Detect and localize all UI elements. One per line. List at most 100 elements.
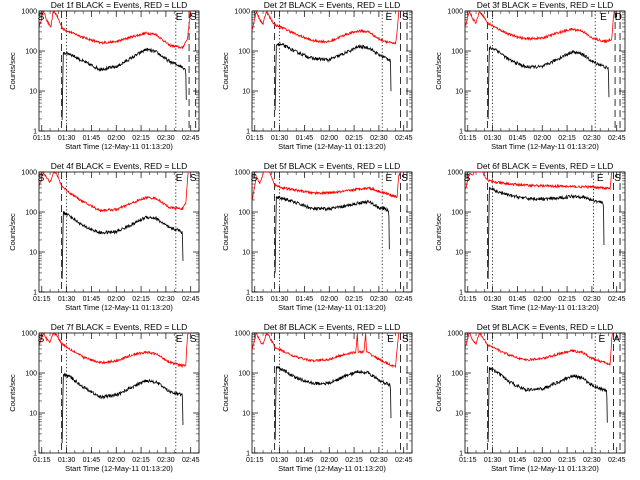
y-tick-label: 1 (459, 129, 463, 136)
panel-title: Det 2f BLACK = Events, RED = LLD (264, 0, 401, 10)
attenuator-state-label: S (614, 173, 621, 184)
plot-frame (464, 10, 626, 132)
attenuator-state-label: S (38, 12, 45, 23)
x-tick-label: 02:15 (132, 135, 150, 142)
y-tick-label: 10 (242, 250, 250, 257)
y-axis-label: Counts/sec (8, 374, 17, 412)
x-tick-label: 02:30 (157, 296, 175, 303)
y-tick-label: 1 (33, 451, 37, 458)
x-tick-label: 02:00 (320, 457, 338, 464)
x-tick-label: 02:00 (533, 296, 551, 303)
x-tick-label: 01:45 (83, 135, 101, 142)
attenuator-state-label: S (464, 173, 471, 184)
y-tick-label: 100 (238, 210, 250, 217)
x-tick-label: 02:15 (345, 296, 363, 303)
x-tick-label: 01:15 (459, 135, 477, 142)
x-tick-label: 01:15 (246, 457, 264, 464)
x-axis-label: Start Time (12-May-11 01:13:20) (491, 142, 599, 151)
events-series-line (61, 372, 184, 444)
attenuator-state-label: E (176, 334, 183, 345)
y-tick-label: 100 (238, 371, 250, 378)
x-tick-label: 01:15 (33, 457, 51, 464)
x-tick-label: 02:45 (182, 135, 200, 142)
y-tick-label: 1000 (447, 9, 463, 16)
lld-series-line (465, 11, 615, 44)
lld-series-line (252, 333, 400, 369)
attenuator-state-label: A (613, 334, 620, 345)
attenuator-state-label: S (402, 334, 409, 345)
plot-frame (251, 171, 413, 293)
attenuator-state-label: S (401, 173, 408, 184)
y-tick-label: 1000 (21, 170, 37, 177)
lld-series-line (252, 172, 401, 201)
x-tick-label: 02:30 (370, 296, 388, 303)
x-tick-label: 01:45 (296, 457, 314, 464)
x-tick-label: 02:30 (370, 135, 388, 142)
x-tick-label: 01:30 (484, 296, 502, 303)
x-tick-label: 01:30 (484, 135, 502, 142)
y-tick-label: 100 (238, 49, 250, 56)
y-tick-label: 1000 (234, 170, 250, 177)
x-tick-label: 02:45 (182, 296, 200, 303)
x-tick-label: 01:15 (33, 296, 51, 303)
x-tick-label: 02:30 (157, 457, 175, 464)
panel-det-2: Det 2f BLACK = Events, RED = LLD 1 10 100 10… (221, 0, 413, 151)
y-tick-label: 1 (246, 290, 250, 297)
y-tick-label: 10 (455, 411, 463, 418)
plot-frame (251, 10, 413, 132)
y-tick-label: 100 (25, 210, 37, 217)
y-tick-label: 100 (451, 49, 463, 56)
y-tick-label: 1000 (447, 331, 463, 338)
x-tick-label: 01:30 (58, 296, 76, 303)
y-tick-label: 1 (33, 290, 37, 297)
x-tick-label: 02:15 (132, 457, 150, 464)
x-tick-label: 02:15 (558, 457, 576, 464)
events-series-line (274, 195, 390, 273)
y-axis-label: Counts/sec (434, 213, 443, 251)
y-tick-label: 100 (25, 371, 37, 378)
attenuator-state-label: S (38, 334, 45, 345)
panel-title: Det 6f BLACK = Events, RED = LLD (477, 161, 614, 171)
y-tick-label: 1000 (21, 331, 37, 338)
attenuator-state-label: E (385, 12, 392, 23)
panel-title: Det 5f BLACK = Events, RED = LLD (264, 161, 401, 171)
lld-series-line (465, 172, 613, 191)
x-axis-label: Start Time (12-May-11 01:13:20) (491, 464, 599, 473)
plot-frame (38, 332, 200, 454)
lld-series-line (252, 11, 400, 45)
attenuator-state-label: S (190, 12, 197, 23)
x-axis-label: Start Time (12-May-11 01:13:20) (65, 142, 173, 151)
plot-frame (251, 332, 413, 454)
x-tick-label: 01:30 (58, 135, 76, 142)
x-tick-label: 02:15 (558, 296, 576, 303)
x-tick-label: 02:45 (608, 296, 626, 303)
panel-title: Det 1f BLACK = Events, RED = LLD (51, 0, 188, 10)
lld-series-line (39, 172, 189, 213)
events-series-line (61, 47, 187, 121)
x-tick-label: 02:45 (608, 135, 626, 142)
y-axis-label: Counts/sec (221, 374, 230, 412)
attenuator-state-label: S (251, 173, 258, 184)
lld-series-line (465, 333, 613, 366)
x-tick-label: 02:00 (533, 135, 551, 142)
x-tick-label: 02:45 (608, 457, 626, 464)
y-tick-label: 100 (451, 210, 463, 217)
x-axis-label: Start Time (12-May-11 01:13:20) (278, 303, 386, 312)
attenuator-state-label: E (176, 12, 183, 23)
x-axis-label: Start Time (12-May-11 01:13:20) (491, 303, 599, 312)
x-tick-label: 02:45 (395, 296, 413, 303)
panel-title: Det 7f BLACK = Events, RED = LLD (51, 322, 188, 332)
panel-title: Det 3f BLACK = Events, RED = LLD (477, 0, 614, 10)
x-tick-label: 02:30 (157, 135, 175, 142)
y-axis-label: Counts/sec (221, 52, 230, 90)
x-tick-label: 01:15 (246, 296, 264, 303)
events-series-line (61, 211, 184, 280)
x-axis-label: Start Time (12-May-11 01:13:20) (65, 303, 173, 312)
lld-series-line (39, 11, 192, 50)
x-tick-label: 02:00 (320, 135, 338, 142)
y-tick-label: 10 (455, 89, 463, 96)
y-tick-label: 10 (242, 411, 250, 418)
panel-det-9: Det 9f BLACK = Events, RED = LLD 1 10 100 10… (434, 322, 626, 473)
x-tick-label: 01:45 (509, 457, 527, 464)
